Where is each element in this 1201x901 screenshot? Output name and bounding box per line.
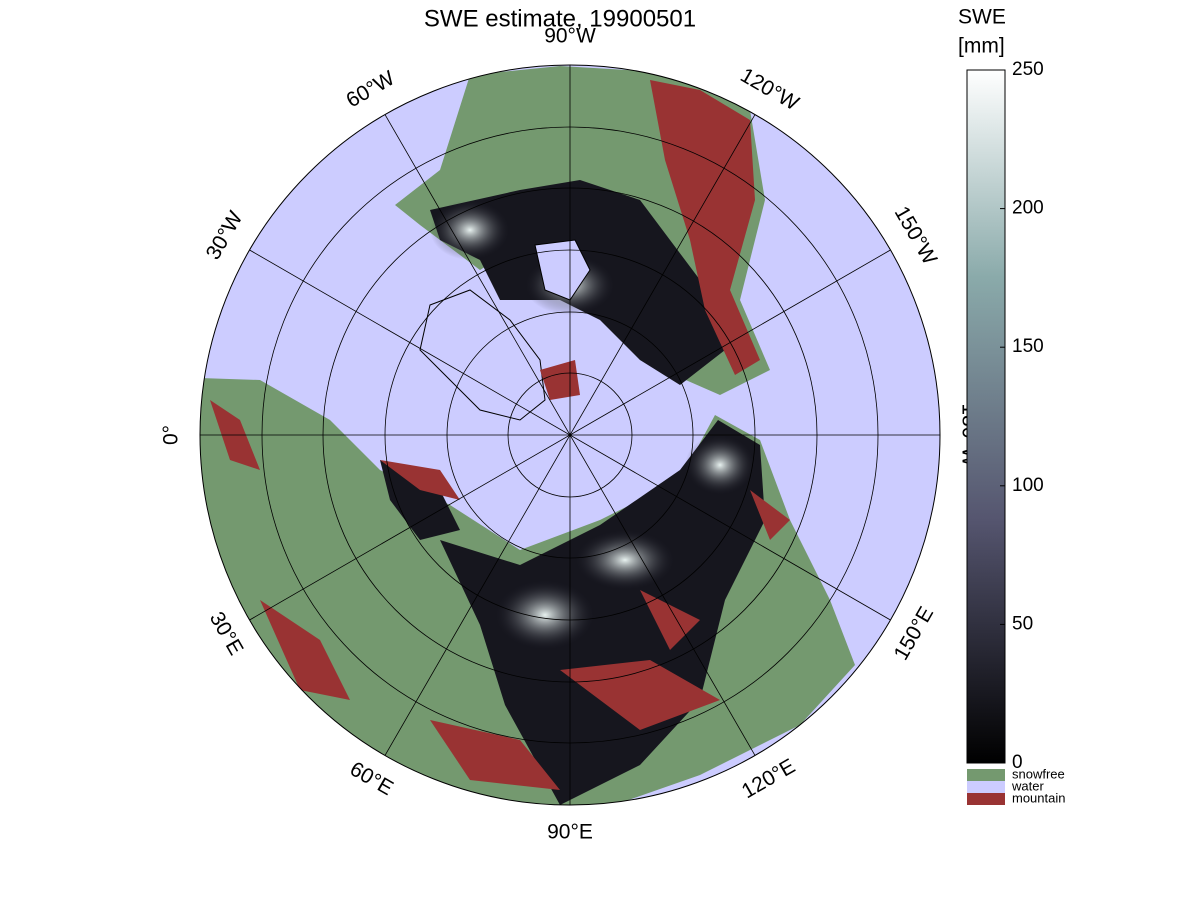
legend-swatch [967,769,1005,781]
longitude-label: 150°W [890,202,942,268]
legend-label: water [1011,778,1044,793]
legend-label: snowfree [1012,766,1065,781]
longitude-label: 120°E [738,755,799,804]
snow-high [495,580,595,650]
longitude-label: 120°W [736,64,802,116]
colorbar-tick-label: 100 [1012,475,1044,496]
longitude-label: 30°E [205,608,248,659]
hudson-bay [534,239,591,301]
colorbar-tick-label: 0 [1012,752,1023,773]
greenland-coast [419,289,546,421]
meridian [384,114,756,756]
snow-high [575,530,675,590]
colorbar-label: [mm] [958,35,1005,58]
legend-swatch [967,793,1005,805]
longitude-label: 150°E [890,603,939,664]
snow-high [430,200,510,260]
colorbar-tick-label: 200 [1012,198,1044,219]
map [200,65,940,805]
longitude-label: 60°E [346,757,397,800]
map-frame [199,64,941,806]
graticule [200,65,940,805]
colorbar-tick-label: 250 [1012,59,1044,80]
colorbar [966,69,1006,764]
longitude-label: 0° [160,425,183,445]
longitude-label: 90°W [544,25,596,48]
colorbar-label: SWE [958,6,1006,29]
colorbar-tick-label: 150 [1012,336,1044,357]
title: SWE estimate, 19900501 [424,5,696,32]
longitude-label: 30°W [202,207,248,263]
snow-high [685,435,755,495]
colorbar-tick-label: 50 [1012,613,1033,634]
longitude-label: 60°W [342,67,398,113]
longitude-label: 90°E [547,821,593,844]
legend-label: mountain [1012,790,1065,805]
legend-swatch [967,781,1005,793]
